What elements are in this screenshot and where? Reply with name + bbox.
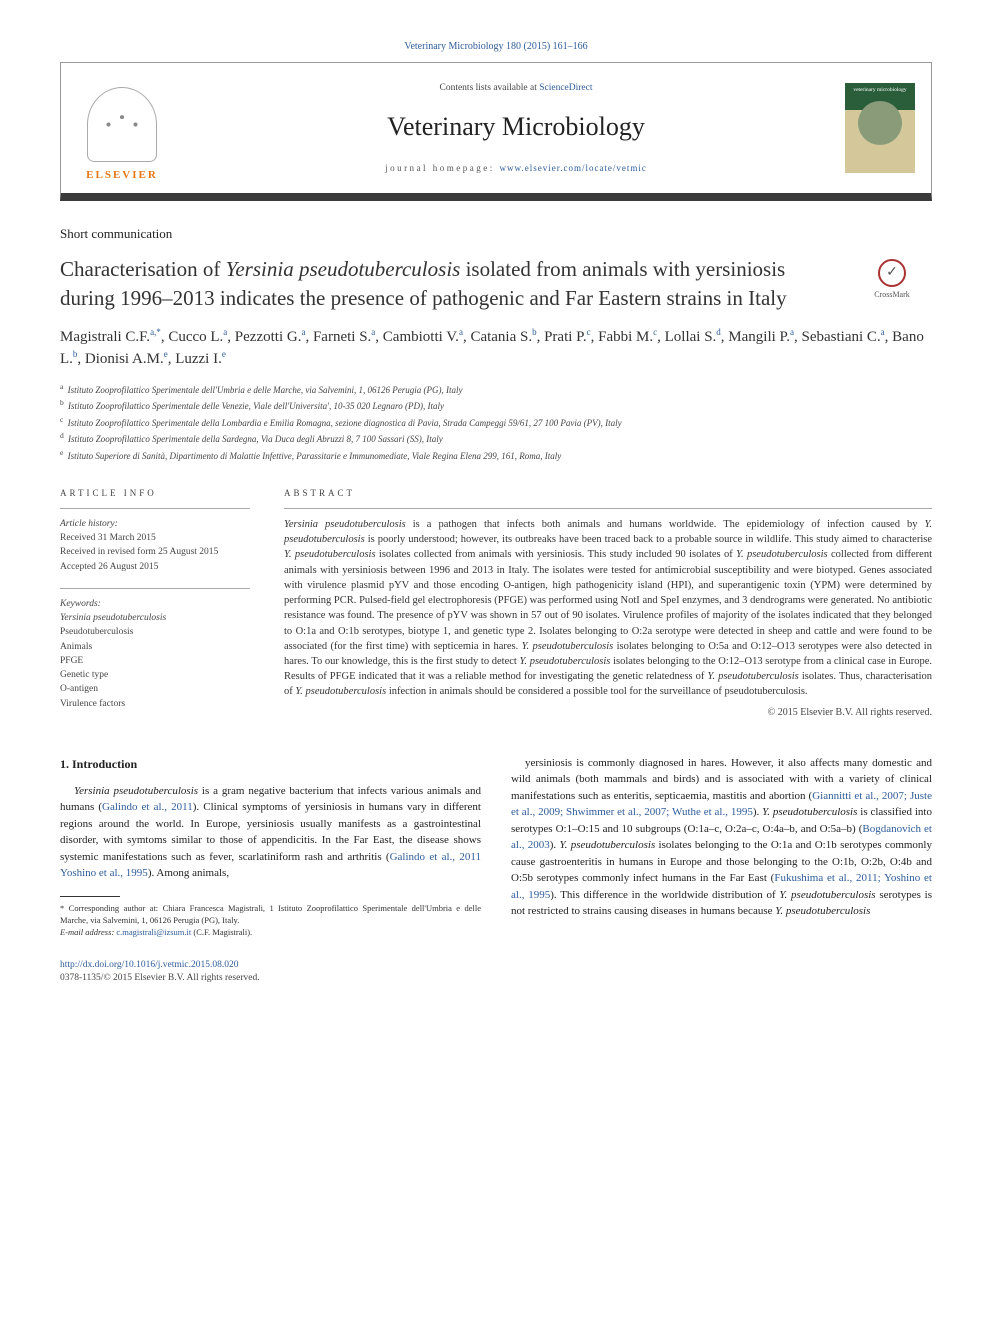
abstract-copyright: © 2015 Elsevier B.V. All rights reserved…	[284, 706, 932, 720]
abstract-text: Yersinia pseudotuberculosis is a pathoge…	[284, 508, 932, 700]
contents-prefix: Contents lists available at	[439, 83, 539, 93]
keyword: Pseudotuberculosis	[60, 627, 133, 637]
publisher-name: ELSEVIER	[86, 168, 158, 183]
email-label: E-mail address:	[60, 927, 116, 937]
history-label: Article history:	[60, 519, 118, 529]
article-history-block: Article history: Received 31 March 2015 R…	[60, 508, 250, 574]
affiliation-line: b Istituto Zooprofilattico Sperimentale …	[60, 397, 932, 414]
keyword: Yersinia pseudotuberculosis	[60, 613, 166, 623]
affiliation-line: a Istituto Zooprofilattico Sperimentale …	[60, 381, 932, 398]
keyword: O-antigen	[60, 684, 98, 694]
crossmark-icon: ✓	[878, 259, 906, 287]
corresponding-text: * Corresponding author at: Chiara France…	[60, 903, 481, 927]
affiliation-line: c Istituto Zooprofilattico Sperimentale …	[60, 414, 932, 431]
corresponding-author-footnote: * Corresponding author at: Chiara France…	[60, 903, 481, 939]
keyword: Genetic type	[60, 670, 108, 680]
email-line: E-mail address: c.magistrali@izsum.it (C…	[60, 927, 481, 939]
journal-header: ELSEVIER Contents lists available at Sci…	[60, 62, 932, 201]
abstract-heading: ABSTRACT	[284, 487, 932, 500]
header-center: Contents lists available at ScienceDirec…	[187, 82, 845, 174]
homepage-link[interactable]: www.elsevier.com/locate/vetmic	[500, 163, 647, 173]
keyword: PFGE	[60, 656, 83, 666]
article-title: Characterisation of Yersinia pseudotuber…	[60, 255, 832, 312]
contents-line: Contents lists available at ScienceDirec…	[187, 82, 845, 95]
affiliations: a Istituto Zooprofilattico Sperimentale …	[60, 381, 932, 464]
article-type: Short communication	[60, 225, 932, 243]
footer: http://dx.doi.org/10.1016/j.vetmic.2015.…	[60, 959, 932, 986]
email-link[interactable]: c.magistrali@izsum.it	[116, 927, 191, 937]
homepage-prefix: journal homepage:	[385, 163, 499, 173]
cover-title: veterinary microbiology	[853, 87, 906, 93]
body-columns: 1. Introduction Yersinia pseudotuberculo…	[60, 755, 932, 939]
journal-reference: Veterinary Microbiology 180 (2015) 161–1…	[60, 40, 932, 54]
doi-link[interactable]: http://dx.doi.org/10.1016/j.vetmic.2015.…	[60, 960, 238, 970]
affiliation-line: d Istituto Zooprofilattico Sperimentale …	[60, 430, 932, 447]
abstract-column: ABSTRACT Yersinia pseudotuberculosis is …	[284, 487, 932, 725]
journal-name: Veterinary Microbiology	[187, 109, 845, 145]
article-info-column: ARTICLE INFO Article history: Received 3…	[60, 487, 250, 725]
journal-cover-thumbnail: veterinary microbiology	[845, 83, 915, 173]
keywords-label: Keywords:	[60, 599, 101, 609]
footnote-separator	[60, 896, 120, 897]
body-paragraph: yersiniosis is commonly diagnosed in har…	[511, 755, 932, 920]
homepage-line: journal homepage: www.elsevier.com/locat…	[187, 162, 845, 175]
body-paragraph: Yersinia pseudotuberculosis is a gram ne…	[60, 783, 481, 882]
keyword: Virulence factors	[60, 699, 125, 709]
history-line: Accepted 26 August 2015	[60, 562, 158, 572]
sciencedirect-link[interactable]: ScienceDirect	[539, 83, 592, 93]
history-line: Received in revised form 25 August 2015	[60, 547, 218, 557]
title-row: Characterisation of Yersinia pseudotuber…	[60, 255, 932, 312]
publisher-logo: ELSEVIER	[77, 73, 167, 183]
keyword: Animals	[60, 642, 92, 652]
info-abstract-row: ARTICLE INFO Article history: Received 3…	[60, 487, 932, 725]
history-line: Received 31 March 2015	[60, 533, 156, 543]
keywords-block: Keywords: Yersinia pseudotuberculosis Pse…	[60, 588, 250, 711]
article-info-heading: ARTICLE INFO	[60, 487, 250, 500]
crossmark-badge[interactable]: ✓ CrossMark	[852, 259, 932, 300]
authors-list: Magistrali C.F.a,*, Cucco L.a, Pezzotti …	[60, 326, 932, 371]
email-suffix: (C.F. Magistrali).	[191, 927, 252, 937]
elsevier-tree-icon	[87, 87, 157, 162]
crossmark-label: CrossMark	[852, 289, 932, 300]
affiliation-line: e Istituto Superiore di Sanità, Dipartim…	[60, 447, 932, 464]
cover-graphic-icon	[858, 101, 902, 145]
issn-copyright-line: 0378-1135/© 2015 Elsevier B.V. All right…	[60, 973, 260, 983]
section-heading-intro: 1. Introduction	[60, 755, 481, 773]
